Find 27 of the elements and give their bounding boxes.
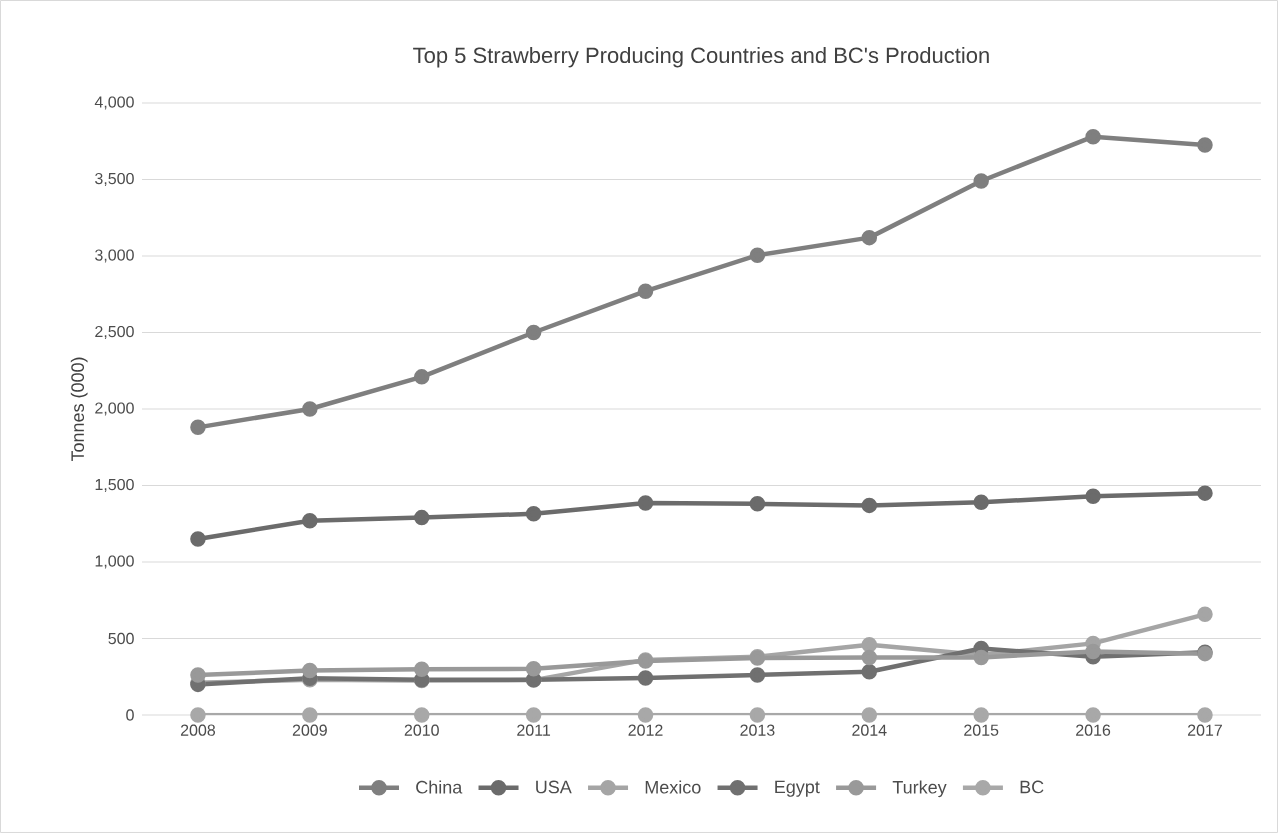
x-tick-label: 2014 [852,724,887,736]
legend-label: BC [1020,780,1044,794]
x-tick-label: 2015 [964,724,999,736]
chart-title: Top 5 Strawberry Producing Countries and BC's Production [413,46,989,68]
y-axis-title: Tonnes (000) [70,357,88,462]
x-tick-label: 2016 [1076,724,1111,736]
y-tick-label: 3,000 [95,249,134,263]
x-tick-label: 2010 [404,724,439,736]
y-tick-label: 3,500 [95,172,134,187]
legend-label: Egypt [775,780,820,797]
y-tick-label: 2,000 [95,402,134,416]
legend-label: Turkey [892,780,947,798]
y-tick-label: 1,000 [95,555,134,569]
legend-label: Mexico [645,780,701,794]
x-tick-label: 2012 [628,724,663,736]
y-tick-label: 4,000 [94,96,134,110]
y-tick-label: 1,500 [95,478,134,493]
x-tick-label: 2009 [292,724,327,736]
y-tick-label: 500 [108,632,134,645]
x-tick-label: 2013 [740,724,775,736]
legend-label: USA [536,780,572,794]
legend-label: China [416,780,463,794]
y-tick-label: 2,500 [95,325,134,340]
y-tick-label: 0 [126,709,134,721]
x-tick-label: 2017 [1187,724,1222,736]
x-tick-label: 2011 [517,724,551,736]
x-tick-label: 2008 [180,724,216,736]
